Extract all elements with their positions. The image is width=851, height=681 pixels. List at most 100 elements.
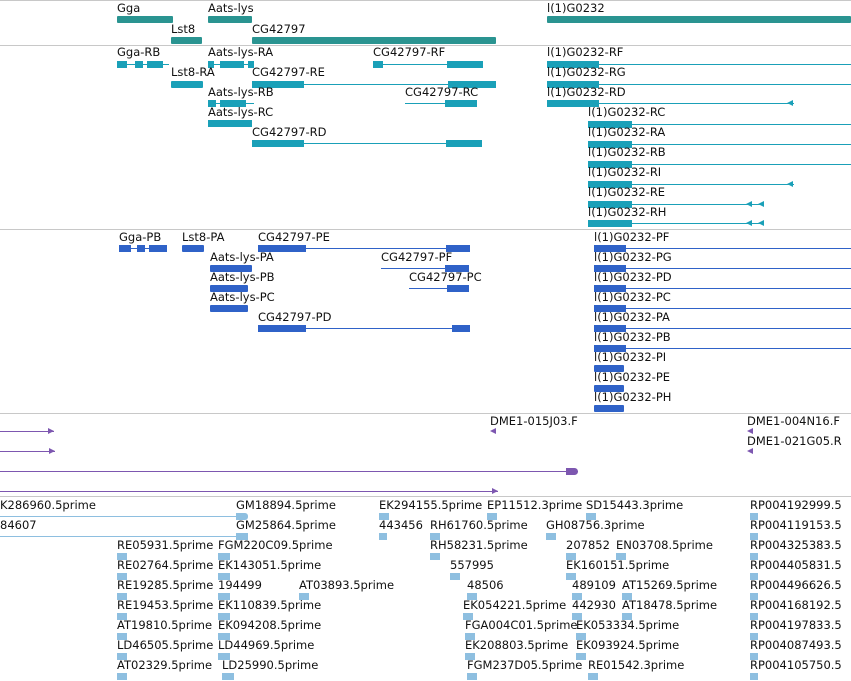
est-feature[interactable]: [218, 633, 230, 640]
transcript-feature[interactable]: [588, 181, 794, 188]
transcript-feature[interactable]: [208, 120, 252, 127]
est-feature[interactable]: [566, 553, 576, 560]
transcript-label: CG42797-RF: [373, 45, 446, 59]
transcript-feature[interactable]: [547, 100, 794, 107]
est-feature[interactable]: [0, 533, 242, 539]
protein-feature[interactable]: [594, 345, 851, 352]
est-feature[interactable]: [576, 653, 586, 660]
transcript-feature[interactable]: [588, 121, 851, 128]
gene-feature[interactable]: [547, 16, 851, 23]
est-feature[interactable]: [576, 633, 586, 640]
est-feature[interactable]: [750, 633, 758, 640]
est-feature[interactable]: [622, 593, 632, 600]
clone-feature[interactable]: [0, 488, 498, 494]
protein-feature[interactable]: [594, 245, 851, 252]
est-feature[interactable]: [218, 553, 230, 560]
transcript-feature[interactable]: [588, 201, 764, 208]
protein-feature[interactable]: [258, 245, 470, 252]
protein-feature[interactable]: [210, 285, 248, 292]
est-feature[interactable]: [430, 553, 440, 560]
clone-feature[interactable]: [0, 448, 55, 454]
transcript-feature[interactable]: [171, 81, 203, 88]
protein-feature[interactable]: [258, 325, 470, 332]
gene-feature[interactable]: [208, 16, 252, 23]
est-feature[interactable]: [218, 593, 230, 600]
est-feature[interactable]: [117, 673, 127, 680]
est-feature[interactable]: [117, 573, 127, 580]
transcript-feature[interactable]: [547, 61, 851, 68]
clone-feature[interactable]: [0, 468, 578, 475]
protein-feature[interactable]: [594, 385, 624, 392]
est-feature[interactable]: [0, 513, 242, 519]
transcript-feature[interactable]: [373, 61, 483, 68]
est-feature[interactable]: [467, 593, 477, 600]
est-feature[interactable]: [218, 653, 230, 660]
est-feature[interactable]: [465, 653, 475, 660]
est-feature[interactable]: [117, 593, 127, 600]
est-feature[interactable]: [750, 533, 758, 540]
transcript-feature[interactable]: [252, 81, 496, 88]
est-feature[interactable]: [750, 613, 758, 620]
est-feature[interactable]: [222, 673, 234, 680]
est-feature[interactable]: [750, 673, 758, 680]
gene-feature[interactable]: [252, 37, 496, 44]
est-feature[interactable]: [586, 513, 596, 520]
est-feature[interactable]: [588, 673, 598, 680]
est-feature[interactable]: [616, 553, 626, 560]
transcript-feature[interactable]: [588, 220, 764, 227]
transcript-feature[interactable]: [588, 161, 851, 168]
est-feature[interactable]: [465, 633, 475, 640]
est-feature[interactable]: [236, 533, 248, 540]
est-feature[interactable]: [750, 573, 758, 580]
gene-feature[interactable]: [171, 37, 202, 44]
est-feature[interactable]: [572, 593, 582, 600]
est-feature[interactable]: [572, 613, 582, 620]
protein-feature[interactable]: [210, 305, 248, 312]
est-feature[interactable]: [750, 553, 758, 560]
protein-feature[interactable]: [594, 285, 851, 292]
est-feature[interactable]: [117, 613, 127, 620]
protein-feature[interactable]: [594, 325, 851, 332]
est-feature[interactable]: [750, 593, 758, 600]
est-feature[interactable]: [117, 553, 127, 560]
transcript-feature[interactable]: [252, 140, 482, 147]
protein-feature[interactable]: [119, 245, 167, 252]
est-feature[interactable]: [450, 573, 460, 580]
est-feature[interactable]: [218, 613, 230, 620]
est-feature[interactable]: [750, 653, 758, 660]
est-feature[interactable]: [117, 633, 127, 640]
est-feature[interactable]: [379, 533, 387, 540]
protein-feature[interactable]: [594, 305, 851, 312]
gene-feature[interactable]: [117, 16, 173, 23]
est-feature[interactable]: [379, 513, 389, 520]
protein-feature[interactable]: [594, 365, 624, 372]
clone-feature[interactable]: [747, 428, 753, 434]
protein-feature[interactable]: [210, 265, 252, 272]
transcript-feature[interactable]: [117, 61, 169, 68]
est-feature[interactable]: [430, 533, 440, 540]
transcript-feature[interactable]: [405, 100, 477, 107]
transcript-feature[interactable]: [208, 100, 254, 107]
protein-feature[interactable]: [409, 285, 469, 292]
transcript-feature[interactable]: [208, 61, 254, 68]
protein-feature[interactable]: [381, 265, 469, 272]
est-feature[interactable]: [566, 573, 576, 580]
est-feature[interactable]: [546, 533, 556, 540]
est-feature[interactable]: [467, 673, 477, 680]
clone-feature[interactable]: [0, 428, 54, 434]
protein-feature[interactable]: [594, 265, 851, 272]
est-feature[interactable]: [463, 613, 473, 620]
clone-feature[interactable]: [747, 448, 753, 454]
transcript-feature[interactable]: [547, 81, 851, 88]
est-feature[interactable]: [622, 613, 632, 620]
est-feature[interactable]: [218, 573, 230, 580]
est-feature[interactable]: [750, 513, 758, 520]
protein-feature[interactable]: [594, 405, 624, 412]
est-feature[interactable]: [236, 513, 248, 520]
transcript-feature[interactable]: [588, 141, 851, 148]
protein-feature[interactable]: [182, 245, 204, 252]
est-feature[interactable]: [117, 653, 127, 660]
est-feature[interactable]: [299, 593, 309, 600]
clone-feature[interactable]: [490, 428, 496, 434]
est-feature[interactable]: [487, 513, 497, 520]
